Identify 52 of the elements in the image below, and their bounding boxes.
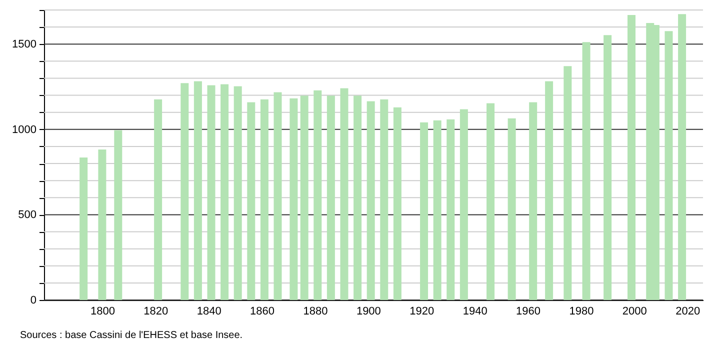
x-tick-label: 1820 xyxy=(144,306,168,318)
x-tick-label: 1840 xyxy=(196,306,222,318)
bar xyxy=(98,150,106,300)
bar xyxy=(582,42,590,300)
source-note: Sources : base Cassini de l'EHESS et base Insee. xyxy=(20,330,243,340)
bar xyxy=(326,96,335,300)
x-tick-label: 1960 xyxy=(516,306,541,318)
bar xyxy=(207,85,216,300)
y-tick-label: 1500 xyxy=(12,38,36,51)
bar xyxy=(433,120,442,300)
bar xyxy=(314,90,322,300)
bar xyxy=(545,81,554,300)
bar xyxy=(380,99,388,300)
bar xyxy=(114,130,122,300)
bar xyxy=(420,122,428,300)
bar xyxy=(486,103,495,300)
bar xyxy=(678,14,686,300)
bar xyxy=(529,102,538,300)
bar xyxy=(260,99,268,300)
bar xyxy=(564,66,572,300)
y-tick-label: 500 xyxy=(18,209,36,222)
x-tick-label: 1980 xyxy=(569,306,594,318)
bar xyxy=(220,84,229,300)
bar xyxy=(393,107,402,300)
x-tick-label: 1880 xyxy=(303,306,328,318)
bar xyxy=(460,109,468,300)
bar xyxy=(354,96,362,300)
bar xyxy=(366,101,375,300)
bar xyxy=(154,99,162,300)
bar xyxy=(340,88,348,300)
x-tick-label: 1920 xyxy=(410,306,434,318)
bar xyxy=(628,14,636,300)
bar xyxy=(234,86,242,300)
bar xyxy=(180,83,189,300)
x-tick-label: 1860 xyxy=(250,306,275,318)
bar xyxy=(290,98,298,300)
x-tick-label: 2000 xyxy=(622,306,647,318)
bar xyxy=(300,96,308,300)
bar xyxy=(446,119,455,300)
bar xyxy=(80,158,88,300)
bar xyxy=(274,92,282,300)
bar xyxy=(194,81,202,300)
bar xyxy=(604,35,612,300)
bar xyxy=(508,118,516,300)
x-tick-label: 2020 xyxy=(676,306,700,318)
bar xyxy=(664,31,673,300)
y-tick-label: 1000 xyxy=(12,124,36,136)
x-tick-label: 1940 xyxy=(462,306,488,318)
x-tick-label: 1800 xyxy=(90,306,115,318)
bar xyxy=(247,102,256,300)
y-tick-label: 0 xyxy=(30,294,36,306)
x-tick-label: 1900 xyxy=(356,306,381,318)
